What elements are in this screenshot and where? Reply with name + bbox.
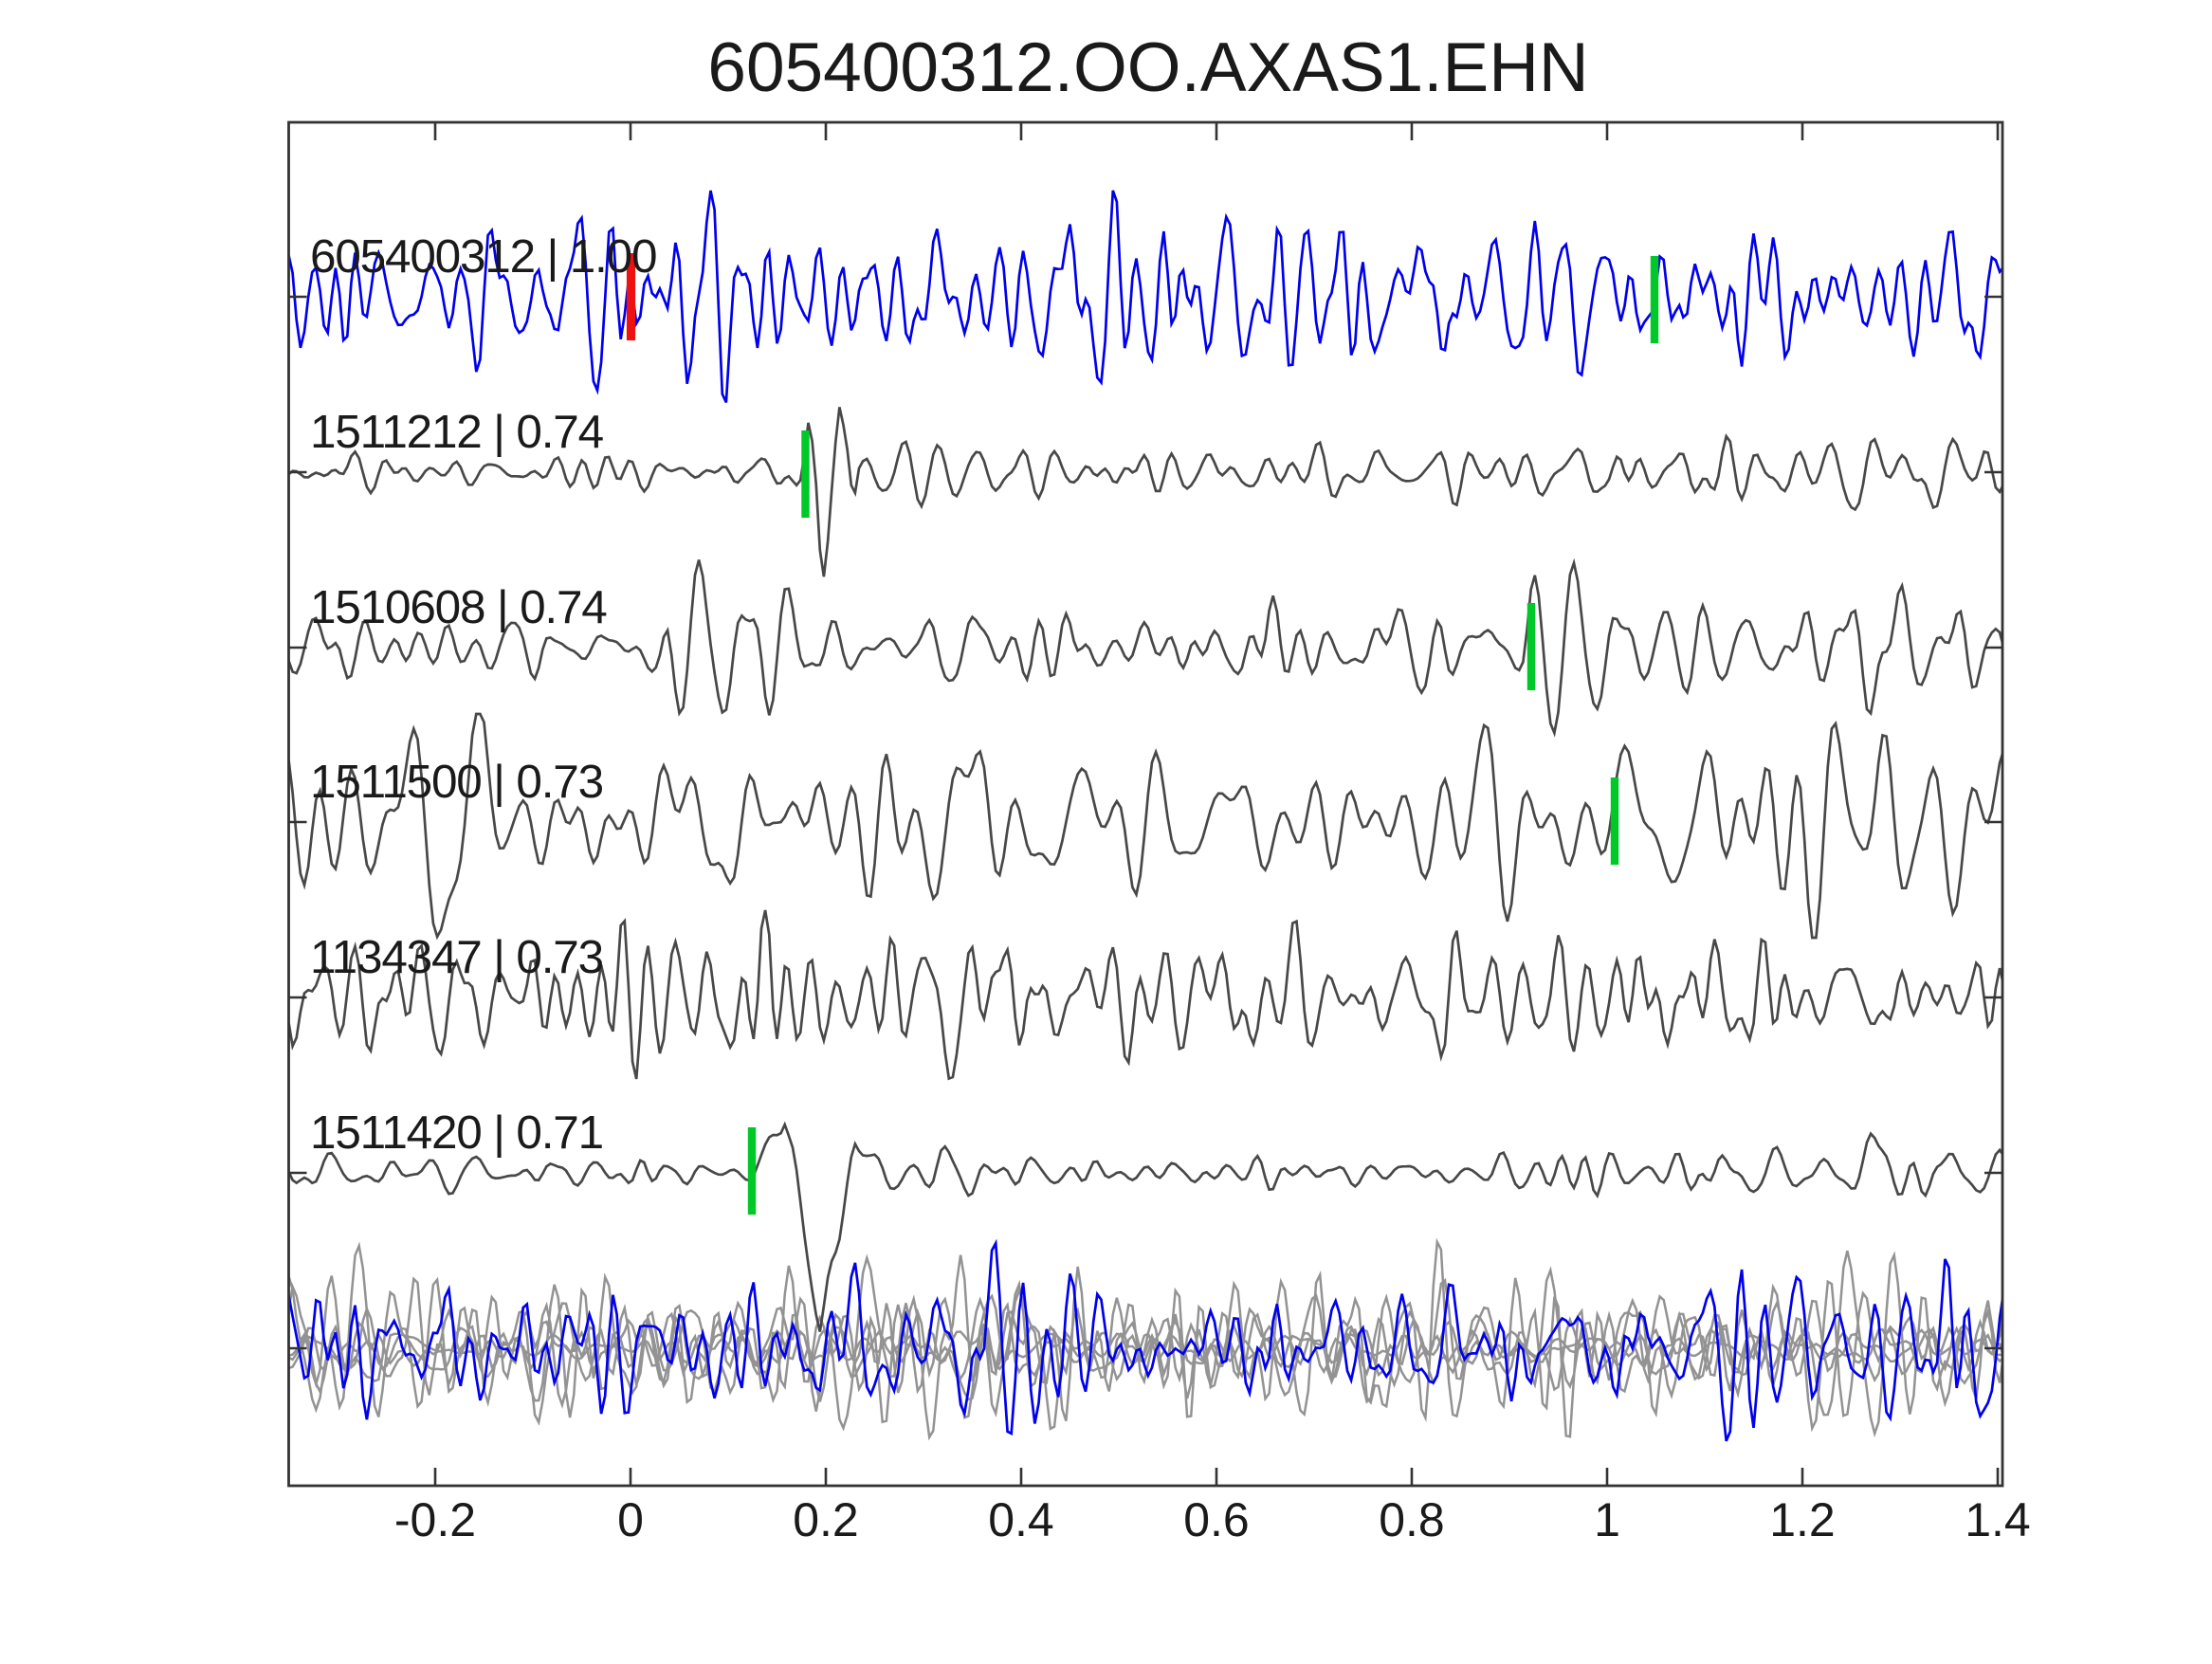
svg-text:0.8: 0.8 bbox=[1379, 1493, 1445, 1546]
svg-text:1510608 | 0.74: 1510608 | 0.74 bbox=[310, 581, 607, 633]
svg-text:-0.2: -0.2 bbox=[394, 1493, 476, 1546]
svg-text:1134347 | 0.73: 1134347 | 0.73 bbox=[310, 931, 603, 983]
svg-text:605400312 | 1.00: 605400312 | 1.00 bbox=[310, 230, 656, 283]
svg-text:1: 1 bbox=[1594, 1493, 1620, 1546]
svg-text:0: 0 bbox=[617, 1493, 644, 1546]
svg-text:0.2: 0.2 bbox=[793, 1493, 859, 1546]
svg-text:605400312.OO.AXAS1.EHN: 605400312.OO.AXAS1.EHN bbox=[707, 29, 1588, 106]
svg-text:1.4: 1.4 bbox=[1965, 1493, 2031, 1546]
svg-text:1511420 | 0.71: 1511420 | 0.71 bbox=[310, 1106, 603, 1159]
svg-text:1511500 | 0.73: 1511500 | 0.73 bbox=[310, 756, 603, 808]
svg-text:0.6: 0.6 bbox=[1183, 1493, 1250, 1546]
svg-text:1511212 | 0.74: 1511212 | 0.74 bbox=[310, 406, 604, 458]
svg-text:0.4: 0.4 bbox=[988, 1493, 1054, 1546]
svg-text:1.2: 1.2 bbox=[1769, 1493, 1836, 1546]
